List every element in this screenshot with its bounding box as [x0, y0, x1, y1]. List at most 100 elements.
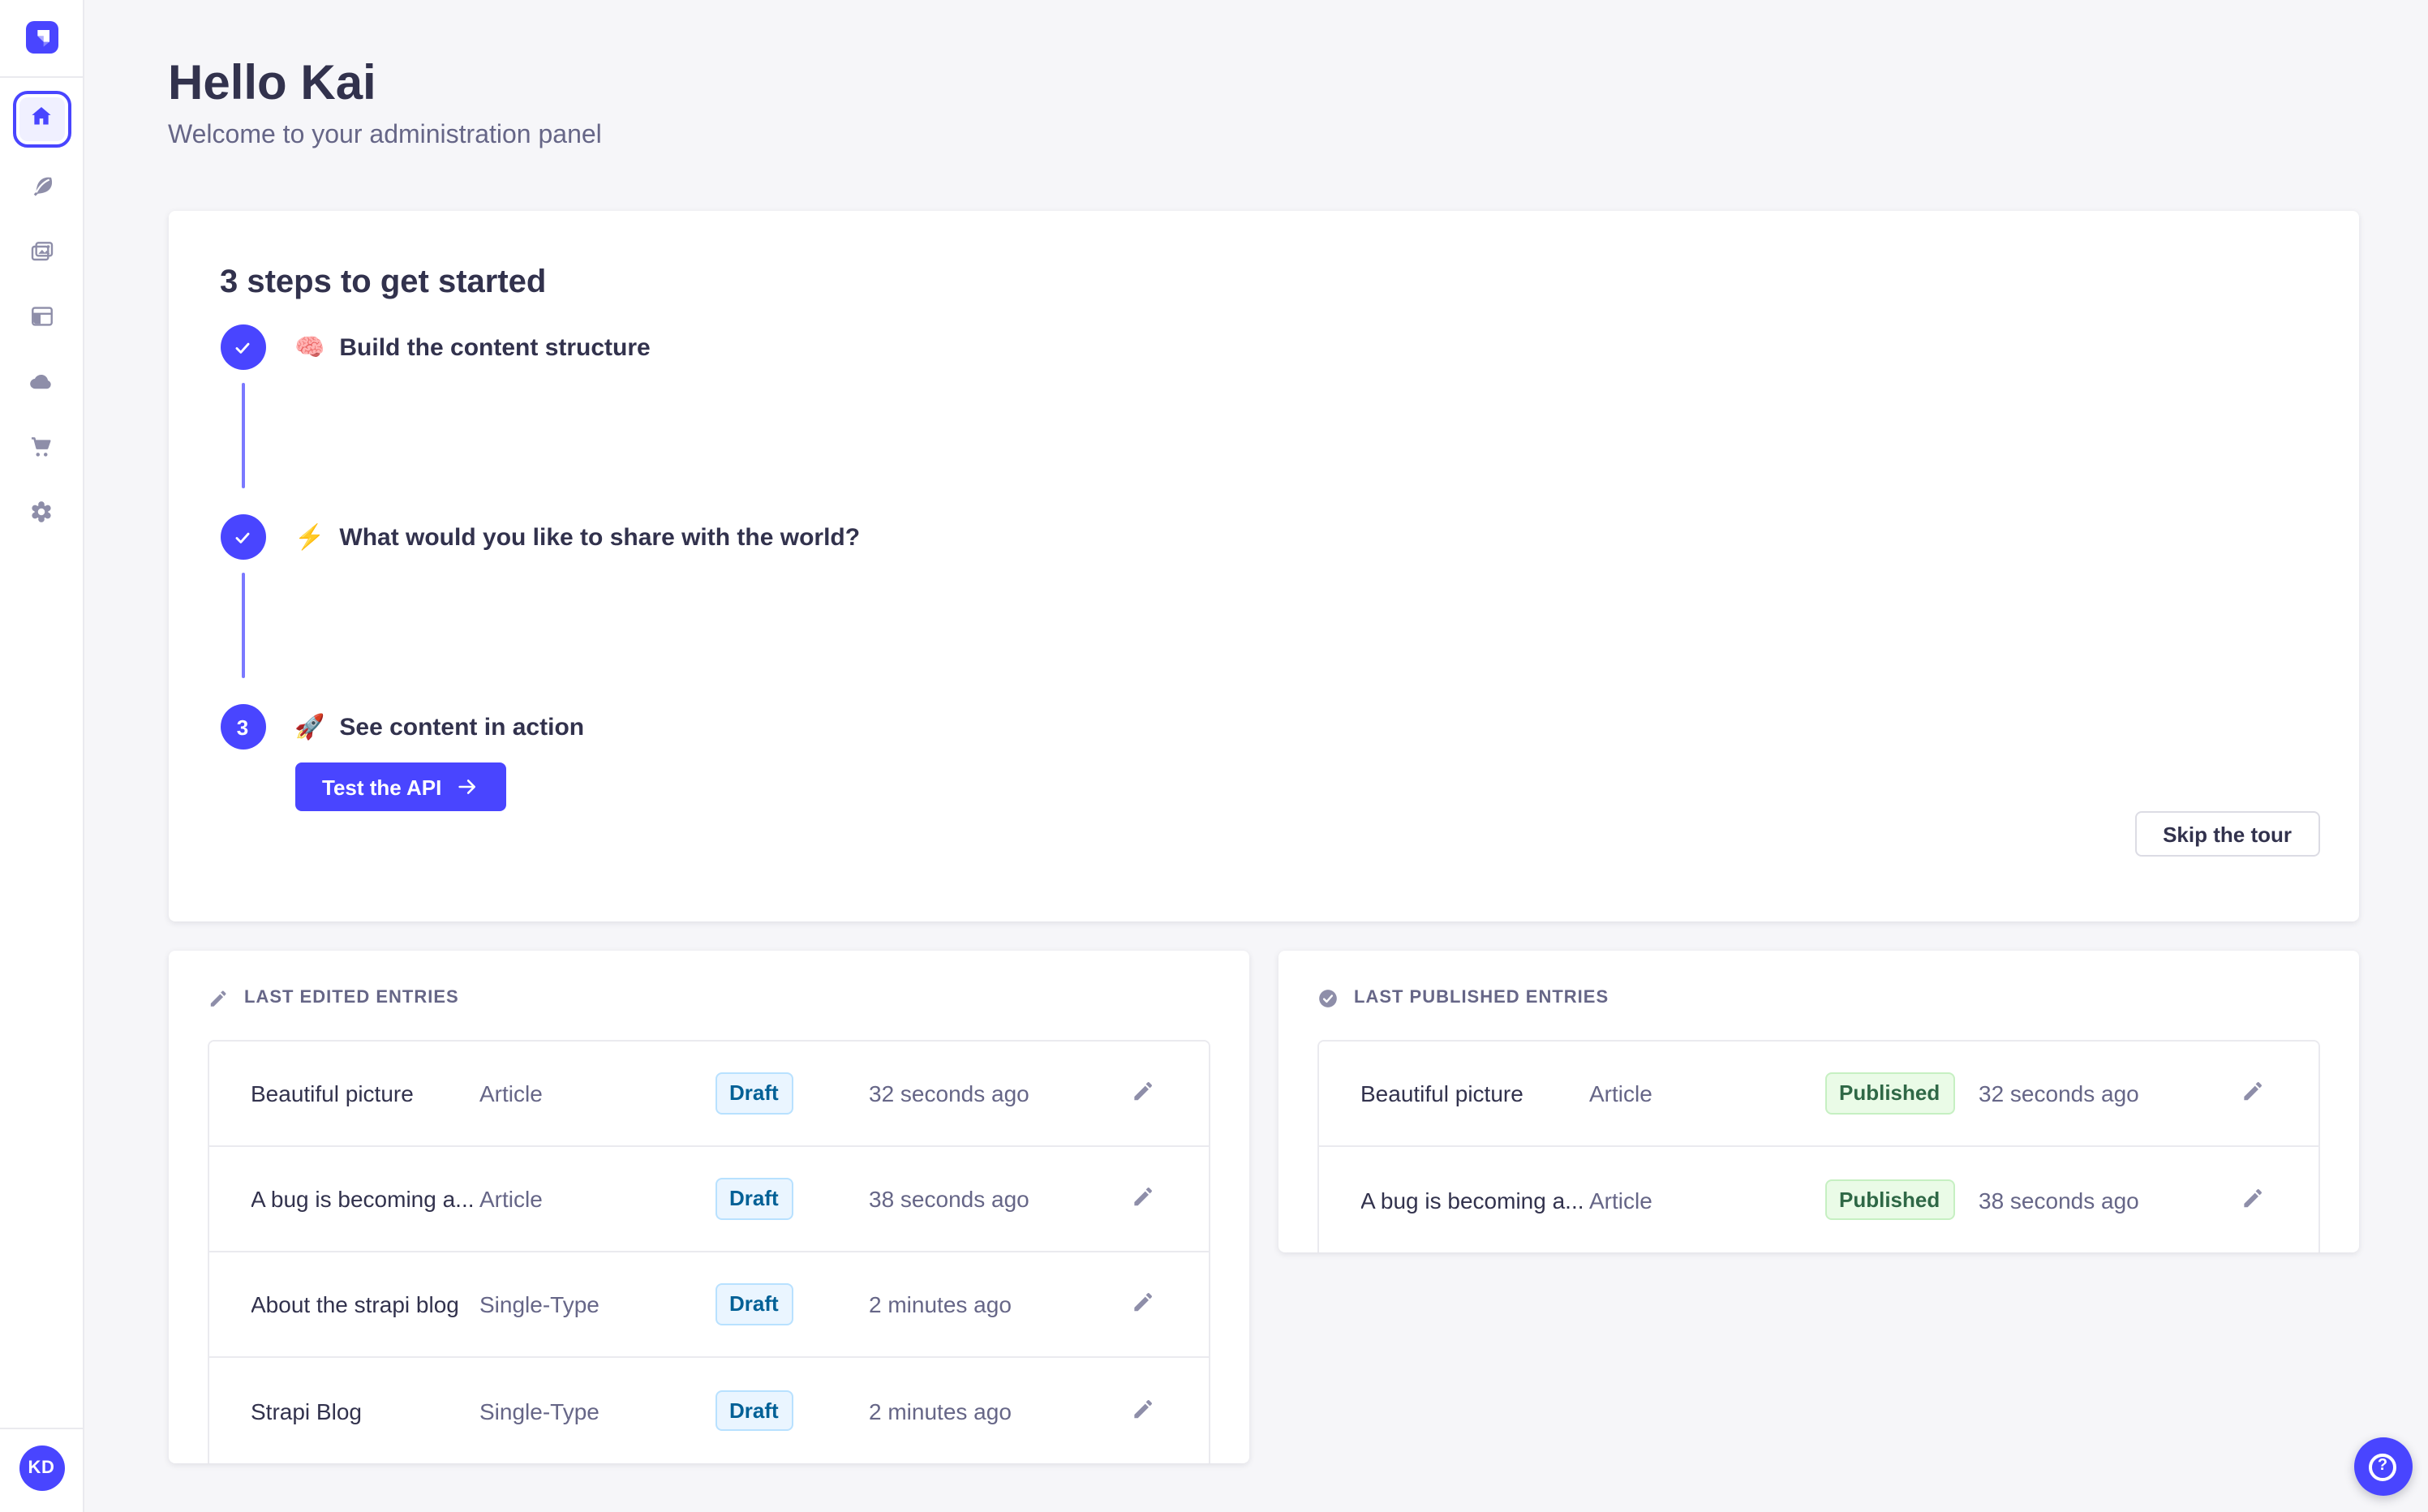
entry-time: 38 seconds ago — [869, 1186, 1029, 1212]
step-2-label: What would you like to share with the wo… — [339, 523, 861, 551]
entry-title: A bug is becoming a... — [251, 1186, 475, 1212]
cta-row: Test the API — [294, 762, 2319, 811]
status-badge: Published — [1824, 1072, 1955, 1115]
step-1-connector-region — [220, 383, 2319, 514]
entry-title: About the strapi blog — [251, 1291, 459, 1317]
entry-title: Beautiful picture — [251, 1080, 414, 1106]
entry-title: A bug is becoming a... — [1360, 1187, 1584, 1213]
entry-title: Strapi Blog — [251, 1398, 362, 1424]
strapi-logo[interactable] — [25, 21, 58, 54]
last-edited-entries-header: LAST EDITED ENTRIES — [207, 988, 1210, 1007]
status-badge: Published — [1824, 1179, 1955, 1221]
page-title: Hello Kai — [168, 57, 376, 110]
arrow-right-icon — [456, 775, 479, 798]
sidebar-footer: KD — [0, 1428, 84, 1512]
step-2-completed-check-icon — [220, 514, 265, 560]
step-3-label: See content in action — [339, 713, 585, 741]
step-3-number-badge: 3 — [220, 704, 265, 750]
brain-emoji-icon: 🧠 — [294, 334, 325, 362]
skip-the-tour-button[interactable]: Skip the tour — [2135, 811, 2319, 857]
step-connector-line — [241, 573, 244, 678]
edit-entry-button[interactable] — [2230, 1071, 2275, 1116]
entry-time: 32 seconds ago — [1979, 1080, 2139, 1106]
sidebar-item-home[interactable] — [12, 91, 71, 148]
sidebar-item-settings[interactable] — [12, 482, 71, 540]
help-button[interactable]: ? — [2353, 1437, 2412, 1496]
step-1: 🧠 Build the content structure — [220, 324, 2319, 370]
step-2-connector-region — [220, 573, 2319, 704]
table-row: A bug is becoming a... Article Published… — [1318, 1147, 2318, 1252]
page-subtitle: Welcome to your administration panel — [168, 122, 602, 149]
table-row: About the strapi blog Single-Type Draft … — [208, 1252, 1208, 1358]
entry-panels: LAST EDITED ENTRIES Beautiful picture Ar… — [168, 951, 2358, 1463]
status-badge: Draft — [715, 1178, 793, 1220]
entry-time: 2 minutes ago — [869, 1291, 1012, 1317]
step-3: 3 🚀 See content in action — [220, 704, 2319, 750]
entry-type: Article — [1589, 1080, 1652, 1106]
pencil-icon — [1131, 1396, 1155, 1425]
entry-type: Article — [479, 1080, 543, 1106]
entry-time: 38 seconds ago — [1979, 1187, 2139, 1213]
user-avatar[interactable]: KD — [19, 1445, 64, 1491]
content-type-builder-layout-icon — [28, 303, 54, 329]
step-connector-line — [241, 383, 244, 488]
pencil-icon — [1131, 1290, 1155, 1319]
table-row: Beautiful picture Article Published 32 s… — [1318, 1042, 2318, 1147]
edit-entry-button[interactable] — [1120, 1282, 1166, 1327]
entry-type: Single-Type — [479, 1291, 599, 1317]
sidebar-item-cloud[interactable] — [12, 352, 71, 410]
edit-entry-button[interactable] — [2230, 1177, 2275, 1222]
skip-row: Skip the tour — [220, 811, 2319, 857]
step-2-label-row: ⚡ What would you like to share with the … — [294, 522, 860, 552]
status-badge: Draft — [715, 1072, 793, 1115]
onboarding-title: 3 steps to get started — [220, 264, 547, 300]
test-the-api-label: Test the API — [322, 775, 442, 799]
sidebar-item-content-type-builder[interactable] — [12, 287, 71, 346]
pencil-icon — [2241, 1079, 2265, 1108]
rocket-emoji-icon: 🚀 — [294, 714, 325, 741]
entry-type: Article — [479, 1186, 543, 1212]
sidebar-nav — [12, 157, 71, 540]
pencil-icon — [1131, 1079, 1155, 1108]
last-edited-entries-panel: LAST EDITED ENTRIES Beautiful picture Ar… — [168, 951, 1248, 1463]
last-edited-entries-title: LAST EDITED ENTRIES — [244, 988, 459, 1007]
check-circle-icon — [1317, 987, 1338, 1008]
media-library-images-icon — [28, 238, 54, 264]
last-published-entries-title: LAST PUBLISHED ENTRIES — [1354, 988, 1609, 1007]
pencil-icon — [1131, 1184, 1155, 1213]
marketplace-cart-icon — [28, 432, 55, 460]
sidebar: KD — [0, 0, 84, 1512]
onboarding-card: 3 steps to get started 🧠 Build the conte… — [168, 211, 2358, 921]
cloud-icon — [28, 367, 55, 395]
edit-entry-button[interactable] — [1120, 1071, 1166, 1116]
status-badge: Draft — [715, 1390, 793, 1432]
last-published-entries-header: LAST PUBLISHED ENTRIES — [1317, 988, 2319, 1007]
sidebar-divider — [0, 76, 84, 78]
sidebar-item-content-manager[interactable] — [12, 157, 71, 216]
home-icon — [28, 101, 55, 137]
settings-gear-icon — [28, 497, 55, 525]
sidebar-item-marketplace[interactable] — [12, 417, 71, 475]
entry-time: 2 minutes ago — [869, 1398, 1012, 1424]
pencil-icon — [2241, 1185, 2265, 1214]
step-3-label-row: 🚀 See content in action — [294, 712, 584, 741]
table-row: A bug is becoming a... Article Draft 38 … — [208, 1147, 1208, 1252]
table-row: Beautiful picture Article Draft 32 secon… — [208, 1042, 1208, 1147]
table-row: Strapi Blog Single-Type Draft 2 minutes … — [208, 1358, 1208, 1463]
main-content: Hello Kai Welcome to your administration… — [84, 0, 2428, 1512]
page-header: Hello Kai Welcome to your administration… — [168, 0, 2358, 156]
lightning-emoji-icon: ⚡ — [294, 524, 325, 552]
last-edited-entries-table: Beautiful picture Article Draft 32 secon… — [207, 1040, 1210, 1463]
edit-entry-button[interactable] — [1120, 1388, 1166, 1433]
last-published-entries-panel: LAST PUBLISHED ENTRIES Beautiful picture… — [1278, 951, 2358, 1252]
sidebar-item-media-library[interactable] — [12, 222, 71, 281]
entry-title: Beautiful picture — [1360, 1080, 1523, 1106]
entry-type: Single-Type — [479, 1398, 599, 1424]
step-1-label-row: 🧠 Build the content structure — [294, 333, 651, 362]
content-manager-feather-icon — [28, 174, 54, 200]
edit-entry-button[interactable] — [1120, 1176, 1166, 1222]
question-mark-circle-icon: ? — [2369, 1453, 2396, 1480]
step-1-label: Build the content structure — [339, 333, 651, 361]
test-the-api-button[interactable]: Test the API — [294, 762, 507, 811]
